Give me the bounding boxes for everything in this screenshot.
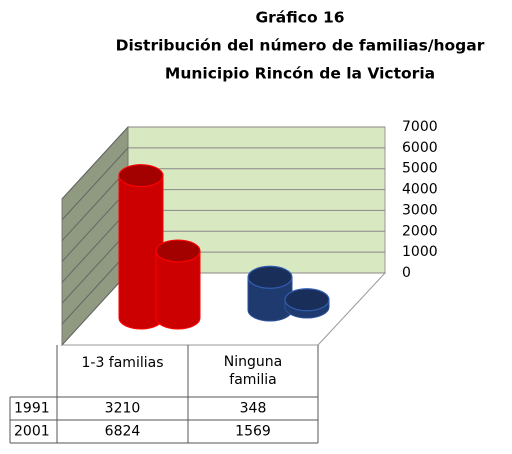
cylinder-body [155, 250, 201, 330]
data-value: 348 [240, 401, 267, 417]
cylinder [118, 164, 164, 330]
data-value: 1569 [235, 424, 271, 440]
cylinder-top [118, 164, 164, 188]
cylinder-top [247, 265, 293, 289]
cylinder [284, 288, 330, 319]
cylinder [155, 239, 201, 330]
grid-line [61, 210, 129, 283]
series-label: 2001 [14, 424, 50, 440]
grid-line [61, 272, 129, 346]
y-tick-label: 2000 [402, 223, 438, 239]
y-tick-label: 7000 [402, 119, 438, 135]
grid-line [61, 189, 129, 262]
cylinder-top [155, 239, 201, 263]
grid-line [61, 126, 129, 200]
category-label: 1-3 familias [81, 355, 163, 371]
bars [118, 164, 330, 330]
series-label: 1991 [14, 401, 50, 417]
cylinder [247, 265, 293, 322]
grid-line [61, 230, 129, 304]
y-tick-label: 6000 [402, 140, 438, 156]
category-label: Ninguna [224, 354, 282, 370]
data-value: 6824 [105, 424, 141, 440]
chart-title: Distribución del número de familias/hoga… [116, 37, 485, 55]
data-table: 1-3 familias Ninguna familia 1991 3210 348 200… [9, 345, 319, 444]
y-tick-label: 1000 [402, 244, 438, 260]
cylinder-top [284, 288, 330, 312]
grid-line [61, 168, 129, 242]
y-tick-label: 5000 [402, 161, 438, 177]
grid-line [61, 251, 129, 325]
y-tick-label: 4000 [402, 182, 438, 198]
category-label: familia [229, 372, 276, 388]
data-value: 3210 [105, 401, 141, 417]
y-tick-label: 3000 [402, 202, 438, 218]
chart-title: Municipio Rincón de la Victoria [165, 65, 435, 83]
y-tick-label: 0 [402, 265, 411, 281]
chart-title: Gráfico 16 [255, 9, 344, 27]
grid-line [61, 147, 129, 221]
